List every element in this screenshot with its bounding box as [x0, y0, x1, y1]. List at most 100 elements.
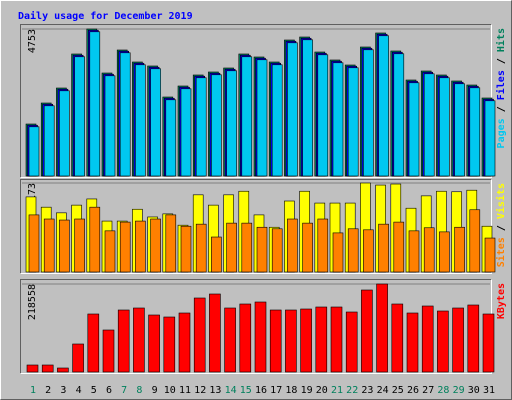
- bar: [224, 307, 236, 373]
- x-tick-label: 25: [392, 385, 404, 396]
- bar: [300, 308, 312, 373]
- x-tick-label: 9: [152, 385, 158, 396]
- bar: [28, 214, 40, 273]
- bar: [239, 303, 252, 373]
- bar: [241, 222, 253, 273]
- bar: [302, 39, 313, 177]
- bar: [150, 218, 161, 273]
- x-tick-label: 30: [468, 385, 480, 396]
- bar: [437, 310, 449, 373]
- bar: [452, 307, 464, 373]
- bar: [317, 218, 329, 273]
- bar: [317, 54, 329, 177]
- x-tick-label: 14: [225, 385, 237, 396]
- x-tick-label: 28: [437, 385, 449, 396]
- bar: [256, 226, 268, 273]
- bar: [423, 227, 435, 273]
- bar: [302, 222, 313, 273]
- bar: [119, 52, 131, 177]
- bar: [102, 329, 115, 373]
- x-tick-label: 29: [453, 385, 465, 396]
- bar: [241, 56, 253, 177]
- bar: [315, 306, 328, 373]
- x-tick-label: 23: [361, 385, 373, 396]
- bar: [484, 237, 496, 273]
- bar: [117, 309, 130, 373]
- x-tick-label: 7: [121, 385, 127, 396]
- bar: [469, 87, 481, 177]
- bar: [345, 311, 358, 373]
- bar: [57, 367, 69, 373]
- legend-separator: /: [496, 219, 507, 237]
- bar: [26, 364, 39, 373]
- x-tick-label: 2: [45, 385, 51, 396]
- x-tick-label: 21: [331, 385, 343, 396]
- bar: [271, 228, 283, 273]
- bar: [74, 218, 85, 273]
- bar: [363, 229, 374, 273]
- bar: [43, 105, 55, 177]
- x-tick-label: 6: [106, 385, 112, 396]
- x-tick-label: 12: [194, 385, 206, 396]
- panel-bevel: [20, 24, 492, 178]
- bar: [285, 309, 297, 373]
- y-tick-label: 173: [27, 183, 38, 201]
- bar: [376, 283, 388, 373]
- bar: [347, 67, 359, 177]
- bar: [330, 306, 343, 373]
- legend-entry: Pages: [496, 118, 507, 148]
- x-tick-label: 8: [136, 385, 142, 396]
- bar: [454, 83, 465, 177]
- bar: [408, 82, 420, 177]
- bar: [211, 74, 222, 177]
- bar: [226, 222, 237, 273]
- bar: [72, 343, 84, 373]
- bar: [421, 305, 434, 373]
- bar: [332, 62, 344, 177]
- x-tick-label: 26: [407, 385, 419, 396]
- y-tick-label: 4753: [27, 29, 38, 53]
- bar: [195, 77, 207, 177]
- bar: [332, 232, 344, 273]
- bar: [467, 304, 480, 373]
- bar: [406, 312, 419, 373]
- bar: [454, 226, 465, 273]
- x-tick-label: 3: [60, 385, 66, 396]
- bar: [469, 209, 481, 273]
- x-tick-label: 5: [91, 385, 97, 396]
- panel-bevel: [20, 24, 492, 178]
- bar: [271, 64, 283, 177]
- bar: [439, 77, 450, 177]
- x-tick-label: 31: [483, 385, 495, 396]
- legend-separator: /: [496, 100, 507, 118]
- legend: Pages / Files / Hits: [495, 28, 507, 148]
- legend: Sites / Visits: [495, 183, 507, 267]
- bar: [119, 221, 131, 273]
- bar: [378, 223, 389, 273]
- legend: KBytes: [496, 283, 507, 319]
- x-tick-label: 11: [179, 385, 191, 396]
- bar: [482, 313, 495, 373]
- bar: [408, 230, 420, 273]
- bar: [287, 42, 298, 177]
- x-tick-label: 18: [285, 385, 297, 396]
- panel-bevel: [20, 279, 492, 374]
- panel-bevel: [20, 279, 492, 374]
- bar: [41, 364, 54, 373]
- x-tick-label: 24: [377, 385, 389, 396]
- bar: [484, 100, 496, 177]
- x-tick-label: 16: [255, 385, 267, 396]
- x-tick-label: 22: [346, 385, 358, 396]
- bar: [361, 289, 373, 373]
- bar: [226, 70, 237, 177]
- bar: [287, 218, 298, 273]
- x-tick-label: 13: [209, 385, 221, 396]
- panel-bevel: [20, 179, 492, 274]
- bar: [209, 293, 221, 373]
- x-tick-label: 10: [164, 385, 176, 396]
- bar: [347, 228, 359, 273]
- bar: [256, 59, 268, 177]
- bar: [269, 309, 282, 373]
